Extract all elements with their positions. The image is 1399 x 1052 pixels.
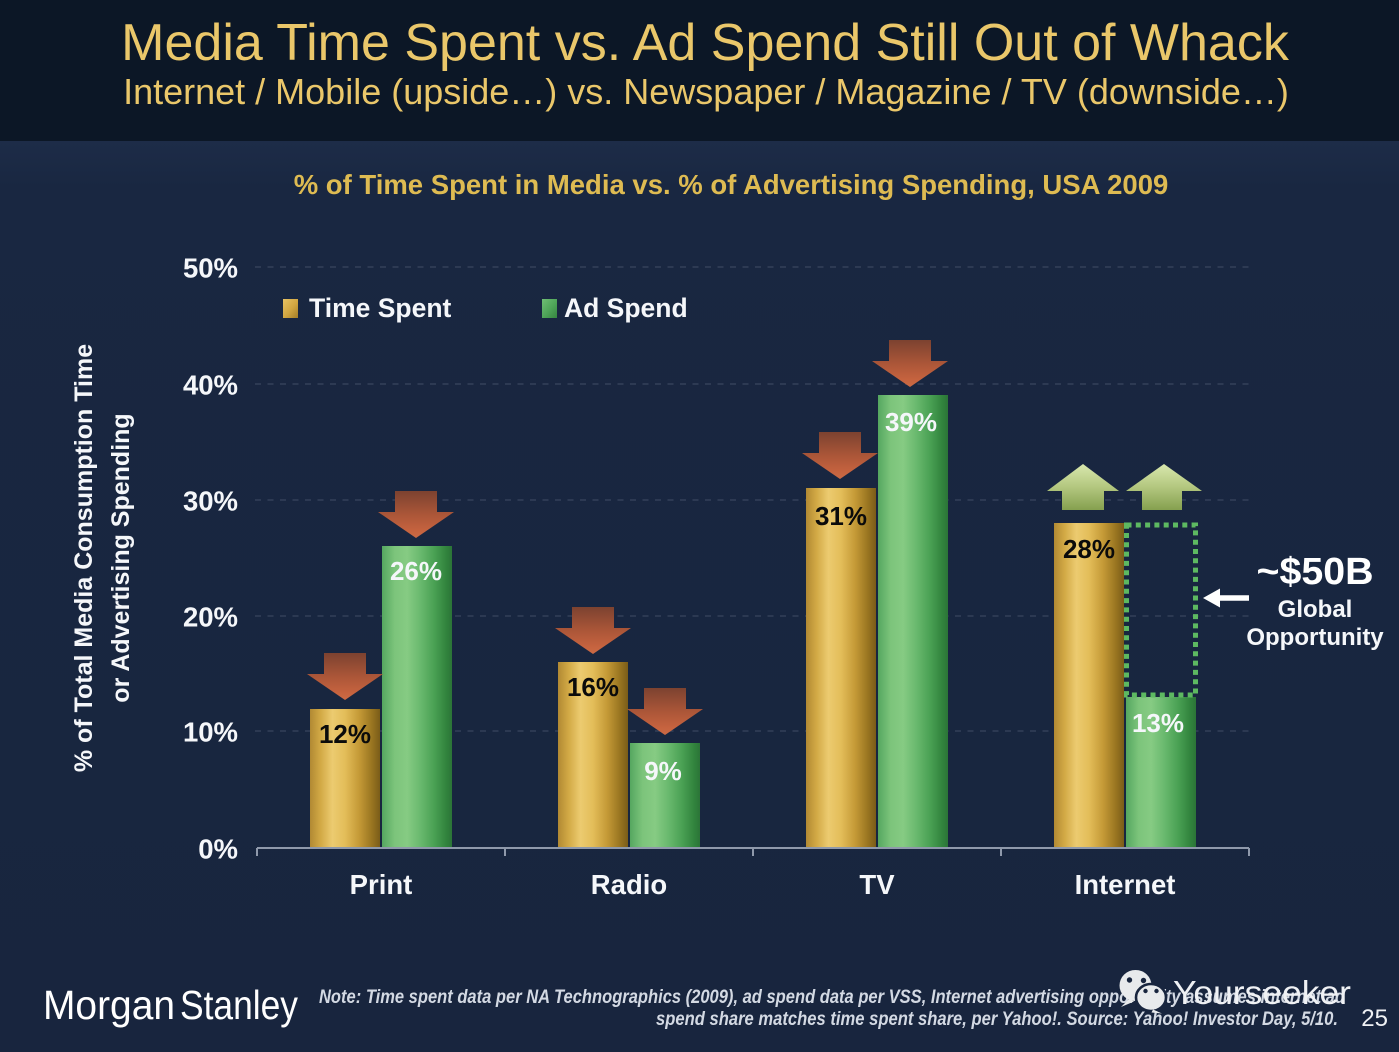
- svg-text:% of Total Media Consumption T: % of Total Media Consumption Time: [70, 344, 98, 772]
- svg-text:~$50B: ~$50B: [1257, 551, 1374, 593]
- svg-text:Stanley: Stanley: [180, 982, 298, 1028]
- svg-text:Radio: Radio: [591, 869, 667, 900]
- svg-text:10%: 10%: [183, 717, 238, 748]
- svg-text:Internet: Internet: [1075, 869, 1176, 900]
- svg-text:or Advertising Spending: or Advertising Spending: [107, 413, 135, 702]
- svg-text:TV: TV: [859, 869, 895, 900]
- svg-text:Morgan: Morgan: [43, 982, 175, 1028]
- svg-text:Note: Time spent data per NA T: Note: Time spent data per NA Technograph…: [319, 987, 1345, 1008]
- svg-text:26%: 26%: [390, 556, 442, 586]
- svg-text:Time Spent: Time Spent: [309, 293, 452, 323]
- svg-text:Opportunity: Opportunity: [1246, 624, 1384, 651]
- svg-text:13%: 13%: [1132, 708, 1184, 738]
- svg-text:% of Time Spent in Media vs. %: % of Time Spent in Media vs. % of Advert…: [294, 169, 1169, 200]
- svg-text:50%: 50%: [183, 253, 238, 284]
- svg-text:Ad Spend: Ad Spend: [564, 293, 688, 323]
- svg-text:25: 25: [1361, 1005, 1388, 1032]
- svg-text:Media Time Spent vs. Ad Spend: Media Time Spent vs. Ad Spend Still Out …: [121, 14, 1290, 72]
- svg-text:16%: 16%: [567, 672, 619, 702]
- svg-text:31%: 31%: [815, 501, 867, 531]
- svg-text:12%: 12%: [319, 719, 371, 749]
- svg-text:39%: 39%: [885, 407, 937, 437]
- svg-text:Internet / Mobile (upside…) vs: Internet / Mobile (upside…) vs. Newspape…: [123, 71, 1289, 112]
- svg-text:Yourseeker: Yourseeker: [1173, 974, 1351, 1011]
- svg-text:28%: 28%: [1063, 534, 1115, 564]
- svg-text:Print: Print: [350, 869, 413, 900]
- svg-text:9%: 9%: [644, 756, 682, 786]
- svg-text:20%: 20%: [183, 602, 238, 633]
- svg-text:40%: 40%: [183, 370, 238, 401]
- svg-text:30%: 30%: [183, 486, 238, 517]
- svg-text:Global: Global: [1278, 596, 1353, 623]
- svg-text:spend share matches time spent: spend share matches time spent share, pe…: [656, 1009, 1338, 1030]
- svg-text:0%: 0%: [198, 834, 238, 865]
